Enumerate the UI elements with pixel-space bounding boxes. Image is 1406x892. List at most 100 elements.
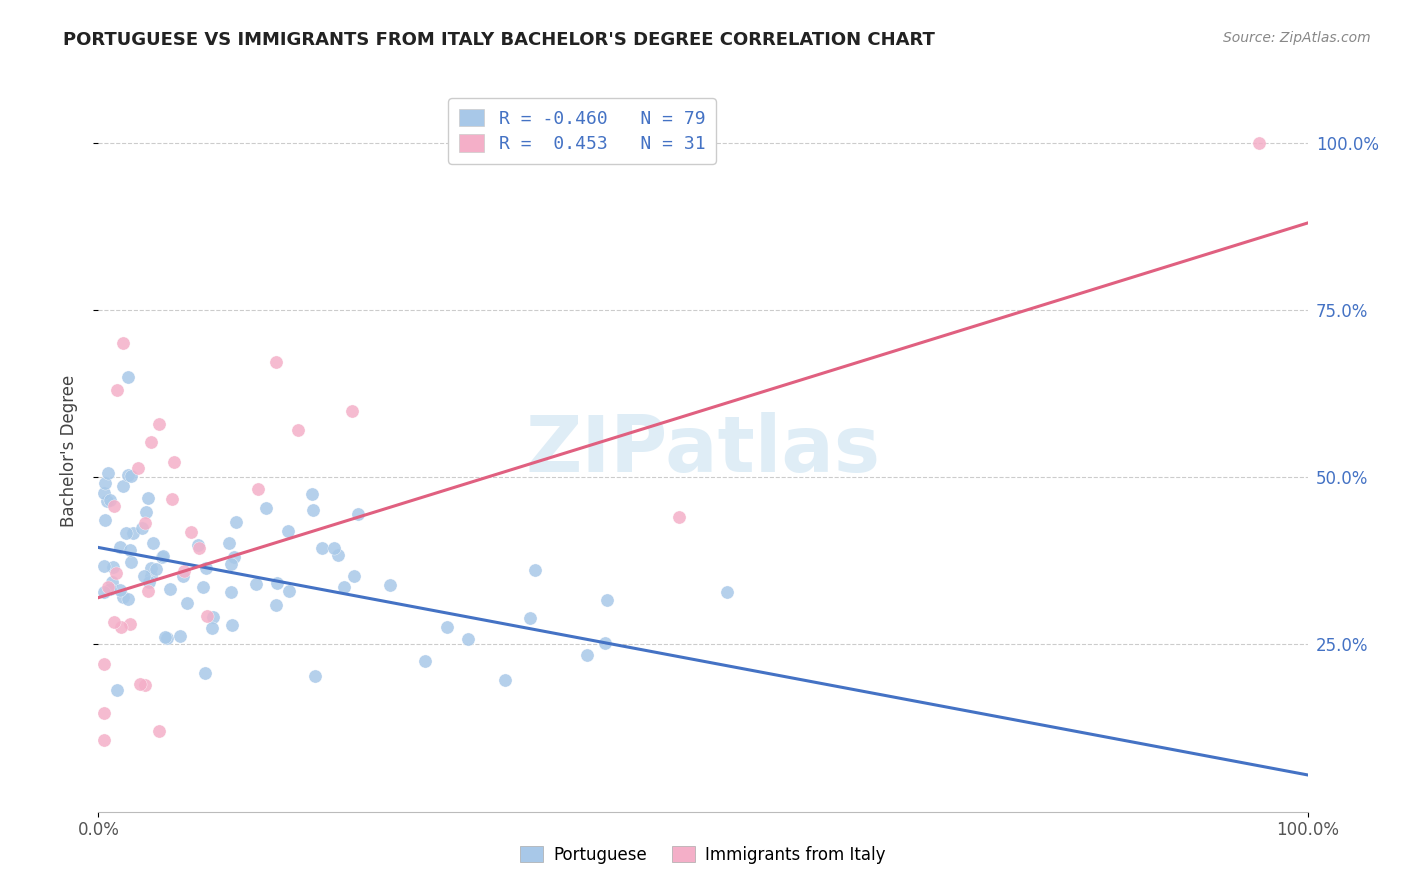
Point xyxy=(202,610,225,624)
Point xyxy=(94,513,117,527)
Point xyxy=(120,555,142,569)
Point xyxy=(596,593,619,607)
Point xyxy=(413,653,436,667)
Text: ZIPatlas: ZIPatlas xyxy=(526,412,880,489)
Point xyxy=(302,503,325,517)
Point xyxy=(98,492,121,507)
Point xyxy=(152,549,174,564)
Point xyxy=(96,494,118,508)
Point xyxy=(224,549,246,564)
Point xyxy=(277,524,299,539)
Point xyxy=(593,636,616,650)
Point xyxy=(112,479,135,493)
Point xyxy=(97,580,120,594)
Point xyxy=(172,569,194,583)
Point xyxy=(112,590,135,604)
Text: PORTUGUESE VS IMMIGRANTS FROM ITALY BACHELOR'S DEGREE CORRELATION CHART: PORTUGUESE VS IMMIGRANTS FROM ITALY BACH… xyxy=(63,31,935,49)
Point xyxy=(110,620,132,634)
Point xyxy=(105,384,128,398)
Point xyxy=(225,516,247,530)
Point xyxy=(343,568,366,582)
Point xyxy=(457,632,479,646)
Point xyxy=(494,673,516,688)
Point xyxy=(322,541,344,556)
Point xyxy=(103,615,125,629)
Point xyxy=(138,491,160,505)
Point xyxy=(93,706,115,721)
Point xyxy=(141,434,163,449)
Point xyxy=(111,336,134,351)
Point xyxy=(105,682,128,697)
Point xyxy=(187,538,209,552)
Point xyxy=(716,584,738,599)
Point xyxy=(138,575,160,590)
Point xyxy=(169,629,191,643)
Point xyxy=(134,678,156,692)
Point xyxy=(380,578,402,592)
Point xyxy=(142,536,165,550)
Point xyxy=(332,581,354,595)
Point xyxy=(266,598,288,612)
Point xyxy=(221,618,243,632)
Point xyxy=(304,668,326,682)
Point xyxy=(311,541,333,555)
Point xyxy=(148,723,170,738)
Point xyxy=(519,611,541,625)
Point xyxy=(122,525,145,540)
Point xyxy=(101,574,124,589)
Point xyxy=(93,559,115,574)
Point xyxy=(103,500,125,514)
Point xyxy=(129,676,152,690)
Point xyxy=(436,620,458,634)
Point xyxy=(120,468,142,483)
Point xyxy=(524,563,547,577)
Point xyxy=(155,631,177,645)
Point xyxy=(134,568,156,582)
Point xyxy=(139,568,162,582)
Point xyxy=(195,608,218,623)
Point xyxy=(110,541,132,555)
Point xyxy=(245,576,267,591)
Point xyxy=(135,505,157,519)
Point xyxy=(148,417,170,431)
Point xyxy=(152,549,174,563)
Point xyxy=(103,559,125,574)
Point xyxy=(127,461,149,475)
Point xyxy=(218,535,240,549)
Point xyxy=(120,617,142,632)
Point xyxy=(117,592,139,607)
Point xyxy=(194,665,217,680)
Point xyxy=(346,508,368,522)
Point xyxy=(104,566,127,580)
Point xyxy=(159,582,181,596)
Point xyxy=(97,466,120,480)
Point xyxy=(139,561,162,575)
Point xyxy=(93,657,115,671)
Point xyxy=(93,486,115,500)
Point xyxy=(114,525,136,540)
Point xyxy=(1249,136,1271,150)
Point xyxy=(98,582,121,597)
Point xyxy=(145,562,167,576)
Point xyxy=(576,648,599,663)
Point xyxy=(160,491,183,506)
Y-axis label: Bachelor's Degree: Bachelor's Degree xyxy=(59,375,77,526)
Point xyxy=(176,597,198,611)
Point xyxy=(173,564,195,578)
Point xyxy=(219,558,242,572)
Point xyxy=(278,583,301,598)
Point xyxy=(219,584,242,599)
Point xyxy=(134,516,156,530)
Point xyxy=(188,541,211,555)
Point xyxy=(266,575,288,590)
Point xyxy=(93,585,115,599)
Point xyxy=(110,582,132,597)
Legend: R = -0.460   N = 79, R =  0.453   N = 31: R = -0.460 N = 79, R = 0.453 N = 31 xyxy=(449,98,716,164)
Point xyxy=(163,455,186,469)
Point xyxy=(117,467,139,482)
Point xyxy=(120,543,142,558)
Point xyxy=(246,483,269,497)
Point xyxy=(136,583,159,598)
Point xyxy=(131,521,153,535)
Point xyxy=(668,510,690,524)
